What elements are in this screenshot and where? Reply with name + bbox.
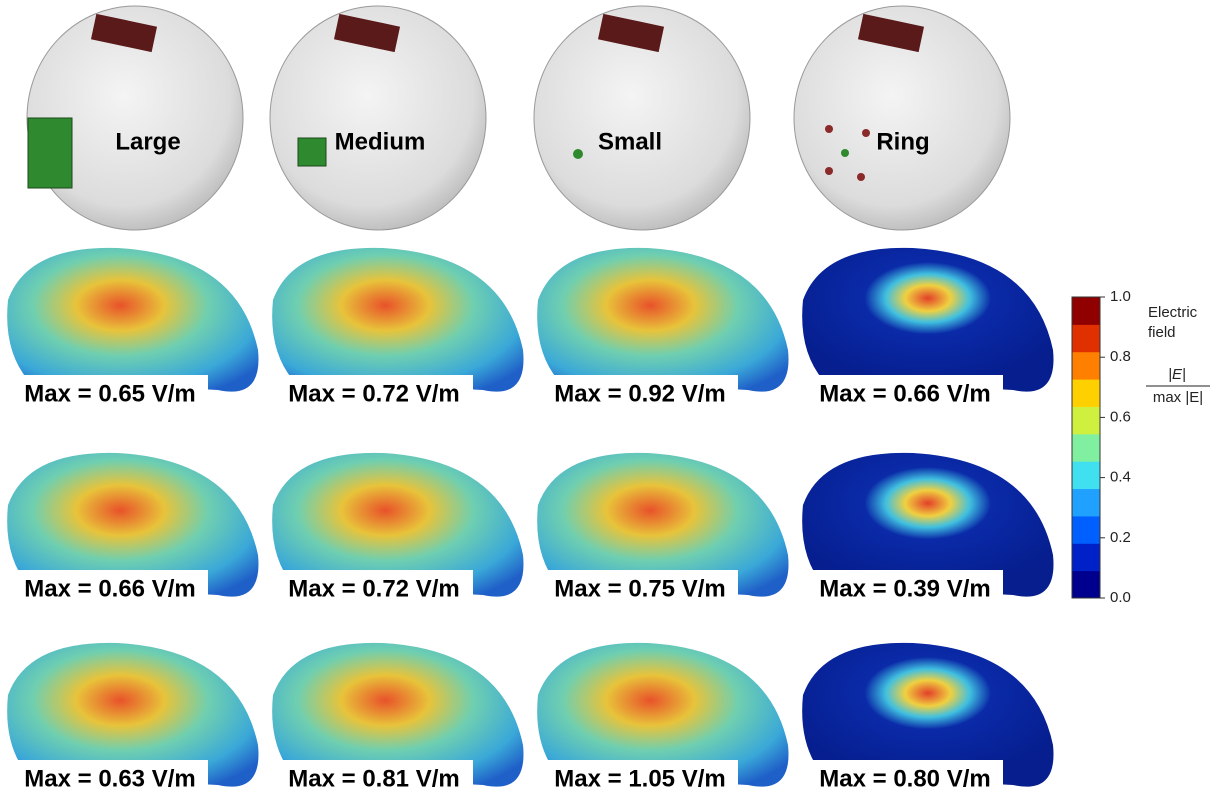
max-label: Max = 0.66 V/m [24, 575, 195, 602]
max-label: Max = 0.65 V/m [24, 380, 195, 407]
max-label: Max = 1.05 V/m [554, 765, 725, 792]
montage-label: Ring [876, 128, 929, 155]
colorbar-segment [1072, 571, 1100, 599]
formula-denominator: max |E| [1153, 389, 1203, 406]
max-label: Max = 0.80 V/m [819, 765, 990, 792]
max-label: Max = 0.92 V/m [554, 380, 725, 407]
formula-numerator: |E| [1168, 366, 1186, 383]
electrode [841, 149, 849, 157]
brain-map [272, 248, 523, 392]
colorbar-segment [1072, 352, 1100, 380]
max-label: Max = 0.81 V/m [288, 765, 459, 792]
electrode [862, 129, 870, 137]
colorbar-segment [1072, 379, 1100, 407]
brain-map [537, 248, 788, 392]
electrode [573, 149, 583, 159]
colorbar-tick-label: 0.4 [1110, 469, 1131, 486]
colorbar-tick-label: 1.0 [1110, 288, 1131, 305]
electrode [28, 118, 72, 188]
colorbar-segment [1072, 297, 1100, 325]
colorbar-segment [1072, 324, 1100, 352]
colorbar-segment [1072, 434, 1100, 462]
figure: Large Medium Small Ring Max = 0.65 V/m Max = … [0, 0, 1216, 798]
electrode [825, 167, 833, 175]
montage-label: Medium [335, 128, 426, 155]
max-label: Max = 0.72 V/m [288, 380, 459, 407]
electrode [825, 125, 833, 133]
colorbar-segment [1072, 406, 1100, 434]
colorbar-segment [1072, 543, 1100, 571]
colorbar-segment [1072, 516, 1100, 544]
colorbar-tick-label: 0.6 [1110, 408, 1131, 425]
montage-label: Large [115, 128, 180, 155]
max-label: Max = 0.75 V/m [554, 575, 725, 602]
max-label: Max = 0.39 V/m [819, 575, 990, 602]
colorbar-tick-label: 0.2 [1110, 529, 1131, 546]
colorbar-segment [1072, 461, 1100, 489]
max-label: Max = 0.63 V/m [24, 765, 195, 792]
colorbar-segment [1072, 489, 1100, 517]
max-label: Max = 0.66 V/m [819, 380, 990, 407]
max-label: Max = 0.72 V/m [288, 575, 459, 602]
montage-label: Small [598, 128, 662, 155]
brain-map [7, 248, 258, 392]
colorbar-tick-label: 0.0 [1110, 589, 1131, 606]
electrode [298, 138, 326, 166]
electrode [857, 173, 865, 181]
brain-map [802, 248, 1053, 392]
colorbar-tick-label: 0.8 [1110, 348, 1131, 365]
